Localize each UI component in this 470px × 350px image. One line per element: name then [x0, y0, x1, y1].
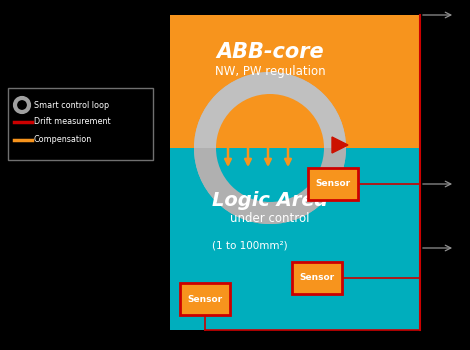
- Wedge shape: [216, 148, 324, 202]
- Bar: [170, 15, 420, 130]
- Bar: [8, 88, 153, 160]
- Bar: [308, 168, 358, 200]
- Text: NW, PW regulation: NW, PW regulation: [215, 65, 325, 78]
- Circle shape: [194, 72, 346, 224]
- Bar: [170, 130, 420, 330]
- Text: Sensor: Sensor: [315, 180, 351, 189]
- Text: Smart control loop: Smart control loop: [34, 100, 109, 110]
- Wedge shape: [216, 94, 324, 148]
- Wedge shape: [216, 94, 324, 148]
- Text: Logic Area: Logic Area: [212, 190, 328, 210]
- Bar: [292, 262, 342, 294]
- Bar: [180, 283, 230, 315]
- Bar: [170, 15, 420, 148]
- Text: under control: under control: [230, 211, 310, 224]
- Text: (1 to 100mm²): (1 to 100mm²): [212, 240, 288, 250]
- Text: Sensor: Sensor: [188, 294, 223, 303]
- Text: Sensor: Sensor: [299, 273, 335, 282]
- Polygon shape: [332, 137, 348, 153]
- Text: Drift measurement: Drift measurement: [34, 118, 110, 126]
- Circle shape: [19, 102, 25, 108]
- Text: Compensation: Compensation: [34, 135, 92, 145]
- Wedge shape: [194, 148, 346, 224]
- Wedge shape: [194, 72, 346, 148]
- Text: ABB-core: ABB-core: [216, 42, 324, 62]
- Wedge shape: [216, 148, 324, 202]
